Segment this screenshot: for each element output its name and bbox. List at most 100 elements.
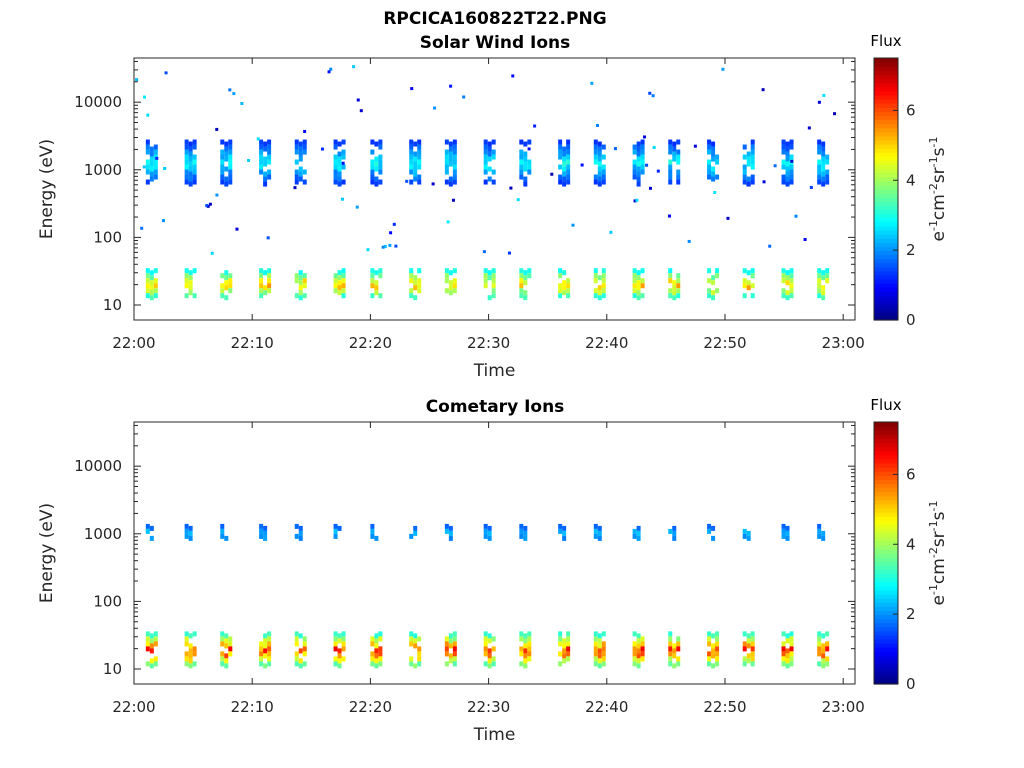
flux-cell [593,149,598,155]
flux-cell [668,636,673,642]
flux-cell [267,159,272,165]
flux-cell [785,161,790,167]
flux-cell [597,176,602,182]
flux-cell [636,275,641,281]
flux-cell [302,149,307,155]
flux-cell [636,525,641,531]
flux-cell [263,648,268,654]
flux-cell [417,278,422,284]
flux-cell [294,533,299,539]
flux-cell [817,661,822,667]
flux-cell [636,663,641,669]
flux-cell [149,146,154,152]
sparse-count [208,202,212,206]
flux-cell [333,288,338,294]
flux-cell [715,154,720,160]
flux-cell [444,164,449,170]
flux-cell [153,149,158,155]
flux-cell [337,171,342,177]
flux-cell [448,633,453,639]
flux-cell [601,651,606,657]
flux-cell [668,288,673,294]
flux-cell [707,651,712,657]
flux-cell [825,179,830,185]
flux-cell [487,141,492,147]
flux-cell [259,651,264,657]
flux-cell [302,646,307,652]
colorbar-segment [874,86,898,92]
flux-cell [145,641,150,647]
flux-cell [707,139,712,145]
colorbar-segment [874,475,898,480]
flux-cell [519,159,524,165]
flux-cell [302,641,307,647]
flux-cell [558,636,563,642]
flux-cell [789,164,794,170]
flux-cell [781,646,786,652]
flux-cell [566,631,571,637]
flux-cell [636,638,641,644]
flux-cell [789,283,794,289]
flux-cell [220,169,225,175]
flux-cell [636,653,641,659]
flux-cell [746,161,751,167]
flux-cell [333,523,338,529]
sparse-count [790,159,794,163]
flux-cell [781,661,786,667]
flux-cell [487,270,492,276]
flux-cell [491,139,496,145]
flux-cell [145,144,150,150]
flux-cell [145,283,150,289]
flux-cell [781,273,786,279]
flux-cell [715,661,720,667]
flux-cell [640,159,645,165]
sparse-count [509,186,513,190]
colorbar-segment [874,176,898,182]
flux-cell [566,174,571,180]
flux-cell [374,290,379,296]
flux-cell [593,154,598,160]
flux-cell [370,523,375,529]
flux-cell [558,293,563,299]
flux-cell [267,268,272,274]
solar-wind-x-ticks: 22:00 22:10 22:20 22:30 22:40 22:50 23:00 [112,58,865,352]
flux-cell [188,166,193,172]
flux-cell [632,656,637,662]
flux-cell [444,278,449,284]
flux-cell [672,151,677,157]
flux-cell [519,631,524,637]
flux-cell [145,278,150,284]
flux-cell [267,661,272,667]
sparse-count [746,183,750,187]
flux-cell [825,174,830,180]
sparse-count [381,245,385,249]
flux-cell [527,139,532,145]
flux-cell [224,638,229,644]
flux-cell [742,174,747,180]
flux-cell [491,656,496,662]
flux-cell [821,285,826,291]
colorbar-segment [874,238,898,243]
sparse-count [817,100,821,104]
sparse-count [340,197,344,201]
flux-cell [672,530,677,536]
flux-cell [817,278,822,284]
flux-cell [413,295,418,301]
flux-cell [263,161,268,167]
flux-cell [785,146,790,152]
flux-cell [259,661,264,667]
flux-cell [298,151,303,157]
flux-cell [636,285,641,291]
flux-cell [184,179,189,185]
flux-cell [188,285,193,291]
flux-cell [519,636,524,642]
sparse-count [822,93,826,97]
flux-cell [228,646,233,652]
flux-cell [267,631,272,637]
sparse-count [773,164,777,168]
colorbar-segment [874,663,898,669]
flux-cell [259,533,264,539]
flux-cell [184,651,189,657]
flux-cell [259,641,264,647]
